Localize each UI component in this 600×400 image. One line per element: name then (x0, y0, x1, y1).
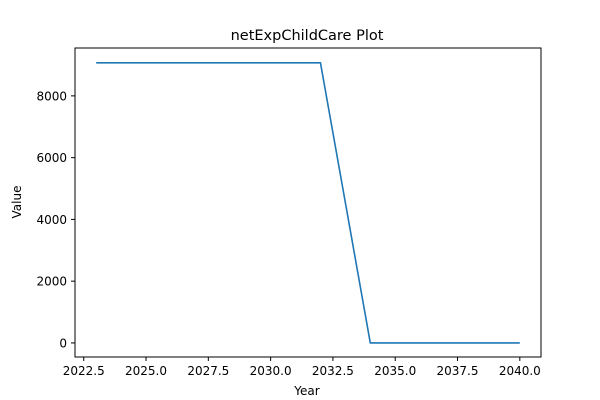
x-tick-label: 2037.5 (437, 364, 479, 378)
x-tick-label: 2025.0 (125, 364, 167, 378)
y-tick-label: 0 (59, 336, 67, 350)
x-tick-label: 2027.5 (187, 364, 229, 378)
y-axis-title: Value (10, 186, 24, 219)
x-tick-label: 2030.0 (250, 364, 292, 378)
x-tick-label: 2032.5 (312, 364, 354, 378)
y-axis: 0 2000 4000 6000 8000 (36, 89, 75, 350)
y-tick-label: 2000 (36, 275, 67, 289)
x-tick-label: 2035.0 (374, 364, 416, 378)
x-axis: 2022.5 2025.0 2027.5 2030.0 2032.5 2035.0 2037… (63, 357, 541, 378)
y-tick-label: 4000 (36, 213, 67, 227)
x-axis-title: Year (293, 384, 319, 398)
series-line-0 (96, 62, 520, 344)
plot-frame (74, 47, 542, 358)
x-tick-label: 2022.5 (63, 364, 105, 378)
y-tick-label: 8000 (36, 89, 67, 103)
chart-title: netExpChildCare Plot (231, 28, 384, 44)
y-tick-label: 6000 (36, 151, 67, 165)
plot-area (74, 47, 542, 358)
x-tick-label: 2040.0 (499, 364, 541, 378)
